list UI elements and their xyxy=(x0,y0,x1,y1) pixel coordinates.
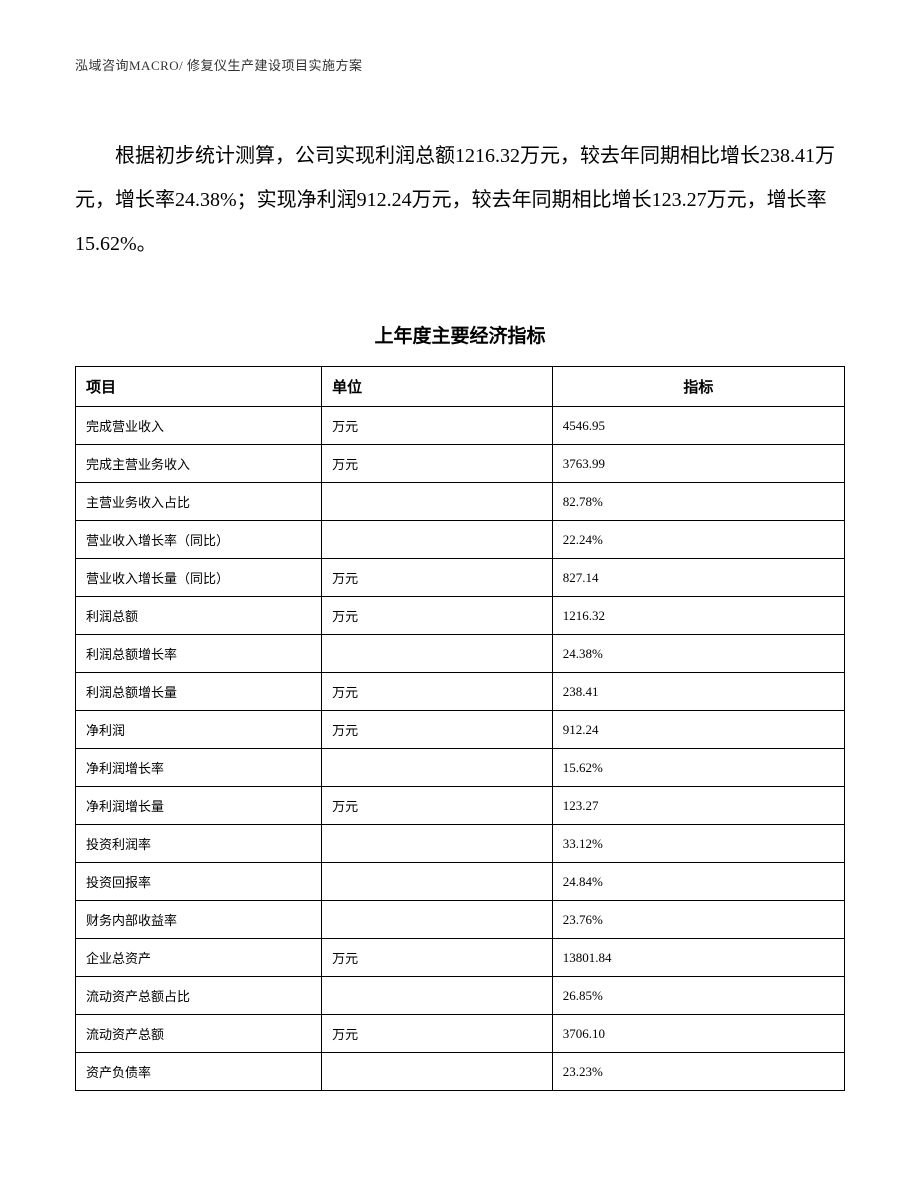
table-cell: 13801.84 xyxy=(552,939,844,977)
table-cell xyxy=(322,635,553,673)
table-row: 投资利润率 33.12% xyxy=(76,825,845,863)
economic-indicators-table: 项目 单位 指标 完成营业收入万元4546.95完成主营业务收入万元3763.9… xyxy=(75,366,845,1091)
table-cell: 33.12% xyxy=(552,825,844,863)
page-header: 泓域咨询MACRO/ 修复仪生产建设项目实施方案 xyxy=(75,55,845,74)
table-cell: 资产负债率 xyxy=(76,1053,322,1091)
table-cell: 24.38% xyxy=(552,635,844,673)
table-row: 流动资产总额万元3706.10 xyxy=(76,1015,845,1053)
table-cell: 238.41 xyxy=(552,673,844,711)
table-row: 投资回报率 24.84% xyxy=(76,863,845,901)
table-cell: 投资回报率 xyxy=(76,863,322,901)
table-row: 利润总额增长量万元238.41 xyxy=(76,673,845,711)
header-text: 泓域咨询MACRO/ 修复仪生产建设项目实施方案 xyxy=(75,58,363,73)
table-cell: 912.24 xyxy=(552,711,844,749)
table-row: 完成营业收入万元4546.95 xyxy=(76,407,845,445)
table-row: 利润总额万元1216.32 xyxy=(76,597,845,635)
table-row: 营业收入增长率（同比） 22.24% xyxy=(76,521,845,559)
table-cell xyxy=(322,521,553,559)
table-cell: 万元 xyxy=(322,673,553,711)
table-cell: 万元 xyxy=(322,711,553,749)
table-cell: 流动资产总额占比 xyxy=(76,977,322,1015)
table-cell: 万元 xyxy=(322,407,553,445)
table-cell: 23.23% xyxy=(552,1053,844,1091)
table-cell: 企业总资产 xyxy=(76,939,322,977)
table-row: 营业收入增长量（同比）万元827.14 xyxy=(76,559,845,597)
table-cell: 营业收入增长率（同比） xyxy=(76,521,322,559)
table-row: 主营业务收入占比 82.78% xyxy=(76,483,845,521)
table-cell: 完成主营业务收入 xyxy=(76,445,322,483)
column-header-indicator: 指标 xyxy=(552,367,844,407)
table-cell: 净利润 xyxy=(76,711,322,749)
table-cell: 1216.32 xyxy=(552,597,844,635)
table-body: 完成营业收入万元4546.95完成主营业务收入万元3763.99主营业务收入占比… xyxy=(76,407,845,1091)
table-cell: 82.78% xyxy=(552,483,844,521)
table-title: 上年度主要经济指标 xyxy=(75,321,845,348)
table-cell xyxy=(322,901,553,939)
table-cell: 827.14 xyxy=(552,559,844,597)
table-cell: 22.24% xyxy=(552,521,844,559)
table-cell xyxy=(322,749,553,787)
table-cell: 23.76% xyxy=(552,901,844,939)
table-cell: 净利润增长量 xyxy=(76,787,322,825)
table-cell: 万元 xyxy=(322,787,553,825)
table-cell: 万元 xyxy=(322,559,553,597)
table-cell: 流动资产总额 xyxy=(76,1015,322,1053)
table-row: 利润总额增长率 24.38% xyxy=(76,635,845,673)
table-cell: 主营业务收入占比 xyxy=(76,483,322,521)
table-cell xyxy=(322,1053,553,1091)
table-cell: 万元 xyxy=(322,1015,553,1053)
table-cell: 24.84% xyxy=(552,863,844,901)
table-cell: 26.85% xyxy=(552,977,844,1015)
table-row: 财务内部收益率 23.76% xyxy=(76,901,845,939)
table-row: 净利润万元912.24 xyxy=(76,711,845,749)
table-cell: 万元 xyxy=(322,939,553,977)
table-cell: 投资利润率 xyxy=(76,825,322,863)
table-row: 资产负债率 23.23% xyxy=(76,1053,845,1091)
column-header-unit: 单位 xyxy=(322,367,553,407)
table-cell: 营业收入增长量（同比） xyxy=(76,559,322,597)
table-cell: 利润总额 xyxy=(76,597,322,635)
table-cell: 3706.10 xyxy=(552,1015,844,1053)
table-row: 净利润增长量万元123.27 xyxy=(76,787,845,825)
table-cell xyxy=(322,863,553,901)
table-cell: 财务内部收益率 xyxy=(76,901,322,939)
table-row: 流动资产总额占比 26.85% xyxy=(76,977,845,1015)
table-cell: 123.27 xyxy=(552,787,844,825)
table-cell: 15.62% xyxy=(552,749,844,787)
table-cell: 利润总额增长量 xyxy=(76,673,322,711)
table-cell xyxy=(322,977,553,1015)
table-row: 完成主营业务收入万元3763.99 xyxy=(76,445,845,483)
table-cell xyxy=(322,483,553,521)
table-header-row: 项目 单位 指标 xyxy=(76,367,845,407)
table-cell: 4546.95 xyxy=(552,407,844,445)
column-header-item: 项目 xyxy=(76,367,322,407)
body-paragraph: 根据初步统计测算，公司实现利润总额1216.32万元，较去年同期相比增长238.… xyxy=(75,134,845,266)
table-cell: 万元 xyxy=(322,445,553,483)
table-cell: 净利润增长率 xyxy=(76,749,322,787)
table-row: 企业总资产万元13801.84 xyxy=(76,939,845,977)
table-cell: 利润总额增长率 xyxy=(76,635,322,673)
table-cell xyxy=(322,825,553,863)
table-cell: 完成营业收入 xyxy=(76,407,322,445)
table-cell: 3763.99 xyxy=(552,445,844,483)
table-row: 净利润增长率 15.62% xyxy=(76,749,845,787)
table-cell: 万元 xyxy=(322,597,553,635)
